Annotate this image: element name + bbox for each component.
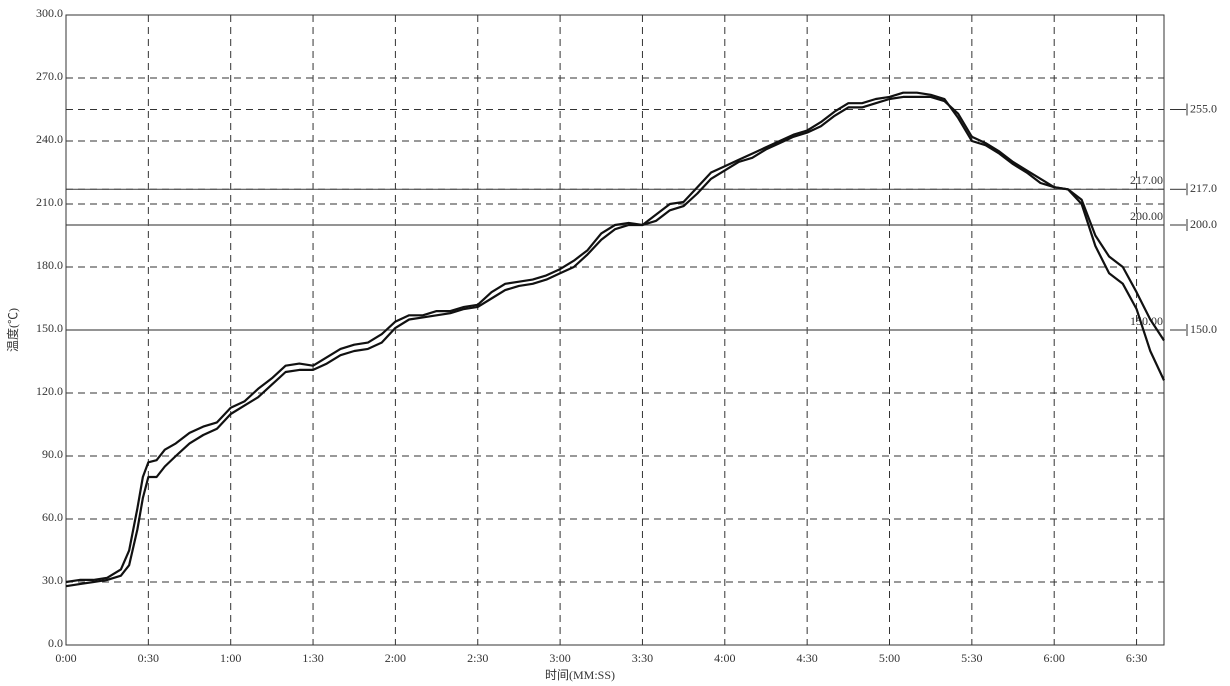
y-tick-label: 150.0 [36,321,63,335]
x-tick-label: 6:00 [1044,651,1065,665]
x-tick-label: 0:30 [138,651,159,665]
y-tick-label: 210.0 [36,195,63,209]
marker-label: 200.0 [1190,217,1217,231]
y-tick-label: 120.0 [36,384,63,398]
y-tick-label: 240.0 [36,132,63,146]
y-tick-label: 270.0 [36,69,63,83]
threshold-label: 217.00 [1130,173,1163,187]
plot-frame [65,14,1165,646]
x-tick-label: 6:30 [1126,651,1147,665]
y-axis-label: 温度(℃) [5,308,20,352]
x-tick-label: 0:00 [55,651,76,665]
y-tick-label: 90.0 [42,447,63,461]
series-line [65,95,1165,588]
marker-label: 150.0 [1190,322,1217,336]
x-tick-label: 4:30 [796,651,817,665]
y-tick-label: 60.0 [42,510,63,524]
x-axis-label: 时间(MM:SS) [545,668,615,682]
threshold-label: 150.00 [1130,314,1163,328]
x-tick-label: 4:00 [714,651,735,665]
x-tick-label: 5:30 [961,651,982,665]
marker-label: 255.0 [1190,101,1217,115]
x-tick-label: 5:00 [879,651,900,665]
threshold-label: 200.00 [1130,209,1163,223]
x-tick-label: 1:30 [302,651,323,665]
y-tick-label: 30.0 [42,573,63,587]
y-tick-label: 300.0 [36,6,63,20]
x-tick-label: 3:00 [549,651,570,665]
x-tick-label: 3:30 [632,651,653,665]
x-tick-label: 2:00 [385,651,406,665]
marker-label: 217.0 [1190,181,1217,195]
series-line [65,91,1165,584]
x-tick-label: 1:00 [220,651,241,665]
x-tick-label: 2:30 [467,651,488,665]
y-tick-label: 180.0 [36,258,63,272]
y-tick-label: 0.0 [48,636,63,650]
